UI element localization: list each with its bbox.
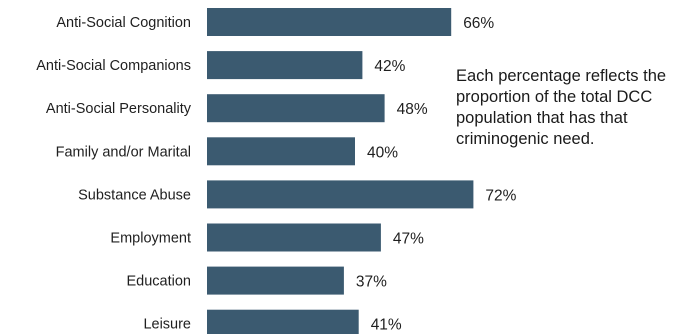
category-label: Substance Abuse bbox=[78, 187, 191, 203]
value-label: 72% bbox=[485, 187, 516, 204]
value-label: 37% bbox=[356, 274, 387, 291]
category-label: Anti-Social Cognition bbox=[56, 15, 191, 31]
bar bbox=[207, 8, 452, 36]
bar bbox=[207, 94, 385, 123]
category-label: Education bbox=[127, 274, 192, 290]
value-label: 40% bbox=[367, 144, 398, 161]
category-label: Family and/or Marital bbox=[56, 144, 191, 160]
bar bbox=[207, 180, 474, 209]
chart-annotation: Each percentage reflects the proportion … bbox=[456, 67, 667, 148]
bar bbox=[207, 137, 355, 166]
category-label: Employment bbox=[110, 231, 191, 247]
category-label: Anti-Social Companions bbox=[36, 58, 191, 74]
bar bbox=[207, 223, 381, 252]
bars-layer: Anti-Social Cognition 66% Anti-Social Comp… bbox=[36, 8, 517, 334]
category-label: Leisure bbox=[143, 317, 191, 333]
value-label: 66% bbox=[463, 15, 494, 32]
value-label: 41% bbox=[371, 317, 402, 334]
value-label: 48% bbox=[397, 101, 428, 118]
bar bbox=[207, 309, 359, 334]
value-label: 42% bbox=[374, 58, 405, 75]
bar bbox=[207, 266, 344, 295]
bar bbox=[207, 51, 363, 80]
category-label: Anti-Social Personality bbox=[46, 101, 192, 117]
value-label: 47% bbox=[393, 231, 424, 248]
